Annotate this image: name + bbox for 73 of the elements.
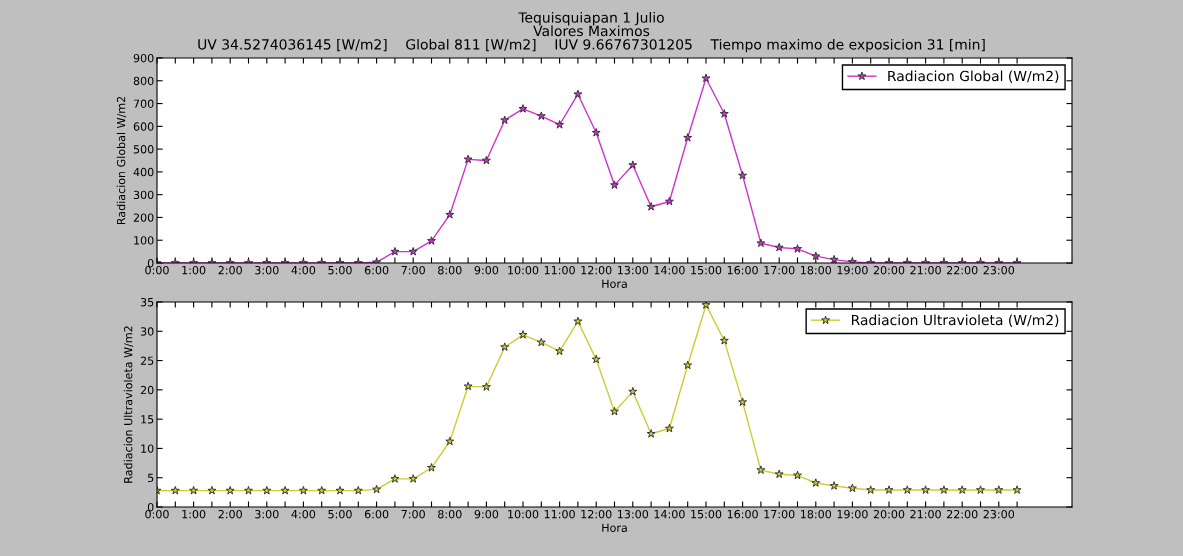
- x-tick-label: 0:00: [145, 509, 169, 519]
- x-tick-label: 21:00: [910, 265, 941, 275]
- x-tick-label: 23:00: [983, 509, 1015, 519]
- x-tick-label: 17:00: [764, 265, 795, 275]
- x-tick-label: 10:00: [508, 265, 539, 275]
- x-tick-label: 14:00: [654, 265, 685, 275]
- x-tick-label: 4:00: [291, 509, 316, 519]
- x-tick-label: 7:00: [401, 509, 425, 519]
- y-tick-label: 200: [133, 213, 154, 222]
- y-tick-label: 0: [147, 258, 154, 268]
- x-tick-label: 12:00: [581, 509, 612, 519]
- x-tick-label: 1:00: [182, 509, 206, 519]
- x-tick-label: 17:00: [764, 509, 795, 519]
- x-tick-label: 9:00: [474, 509, 499, 519]
- y-tick-label: 5: [148, 473, 154, 483]
- y-tick-label: 300: [133, 190, 154, 200]
- x-tick-label: 2:00: [218, 509, 242, 519]
- x-tick-label: 10:00: [508, 509, 539, 519]
- x-tick-label: 18:00: [801, 265, 832, 275]
- x-tick-label: 23:00: [983, 265, 1015, 275]
- x-tick-label: 19:00: [837, 265, 868, 275]
- legend-label: Radiacion Ultravioleta (W/m2): [851, 314, 1059, 327]
- y-tick-label: 35: [140, 297, 154, 307]
- x-tick-label: 8:00: [438, 509, 462, 519]
- y-tick-label: 100: [134, 236, 154, 245]
- x-tick-label: 8:00: [438, 265, 462, 275]
- x-tick-label: 5:00: [328, 265, 352, 275]
- x-tick-label: 13:00: [618, 509, 649, 519]
- legend-label: Radiacion Global (W/m2): [888, 70, 1059, 83]
- y-tick-label: 30: [140, 327, 154, 336]
- x-tick-label: 7:00: [401, 265, 425, 275]
- x-tick-label: 5:00: [328, 509, 352, 519]
- y-axis-title: Radiacion Global W/m2: [116, 96, 127, 225]
- x-tick-label: 16:00: [727, 265, 758, 275]
- x-tick-label: 22:00: [947, 509, 978, 519]
- x-tick-label: 19:00: [837, 509, 868, 519]
- x-tick-label: 4:00: [291, 265, 316, 275]
- x-tick-label: 2:00: [218, 265, 242, 275]
- y-tick-label: 15: [141, 415, 154, 424]
- x-tick-label: 18:00: [801, 509, 832, 519]
- y-tick-label: 700: [133, 99, 154, 108]
- x-tick-label: 3:00: [255, 265, 279, 275]
- x-tick-label: 6:00: [364, 265, 389, 275]
- y-tick-label: 500: [133, 145, 154, 154]
- y-tick-label: 600: [133, 122, 154, 131]
- y-axis-title: Radiacion Ultravioleta W/m2: [123, 326, 134, 483]
- y-tick-label: 10: [141, 444, 154, 453]
- x-axis-title: Hora: [602, 523, 627, 532]
- x-tick-label: 13:00: [618, 265, 649, 275]
- x-tick-label: 12:00: [581, 265, 612, 275]
- x-tick-label: 21:00: [910, 509, 941, 519]
- x-tick-label: 20:00: [873, 509, 905, 519]
- x-tick-label: 3:00: [255, 509, 279, 519]
- y-tick-label: 900: [133, 53, 154, 63]
- x-tick-label: 11:00: [544, 509, 575, 519]
- x-tick-label: 15:00: [691, 265, 722, 275]
- y-tick-label: 25: [140, 356, 154, 365]
- y-tick-label: 0: [147, 502, 154, 512]
- x-tick-label: 16:00: [727, 509, 758, 519]
- y-tick-label: 20: [140, 385, 154, 395]
- x-tick-label: 1:00: [182, 265, 206, 275]
- x-tick-label: 22:00: [947, 265, 978, 275]
- x-tick-label: 6:00: [364, 509, 389, 519]
- x-tick-label: 14:00: [654, 509, 685, 519]
- x-tick-label: 11:00: [544, 265, 575, 275]
- x-tick-label: 15:00: [691, 509, 722, 519]
- y-tick-label: 400: [133, 167, 154, 177]
- x-tick-label: 20:00: [873, 265, 905, 275]
- chart-title: Tequisquiapan 1 Julio Valores Maximos UV 34.5274036145 [W/m2] Global 811 [W/m2] IUV 9.66767301205 Tiempo maximo de exposicion 31 [min]: [198, 12, 985, 53]
- y-tick-label: 800: [133, 76, 154, 86]
- x-axis-title: Hora: [602, 279, 627, 288]
- x-tick-label: 9:00: [474, 265, 499, 275]
- x-tick-label: 0:00: [145, 265, 169, 275]
